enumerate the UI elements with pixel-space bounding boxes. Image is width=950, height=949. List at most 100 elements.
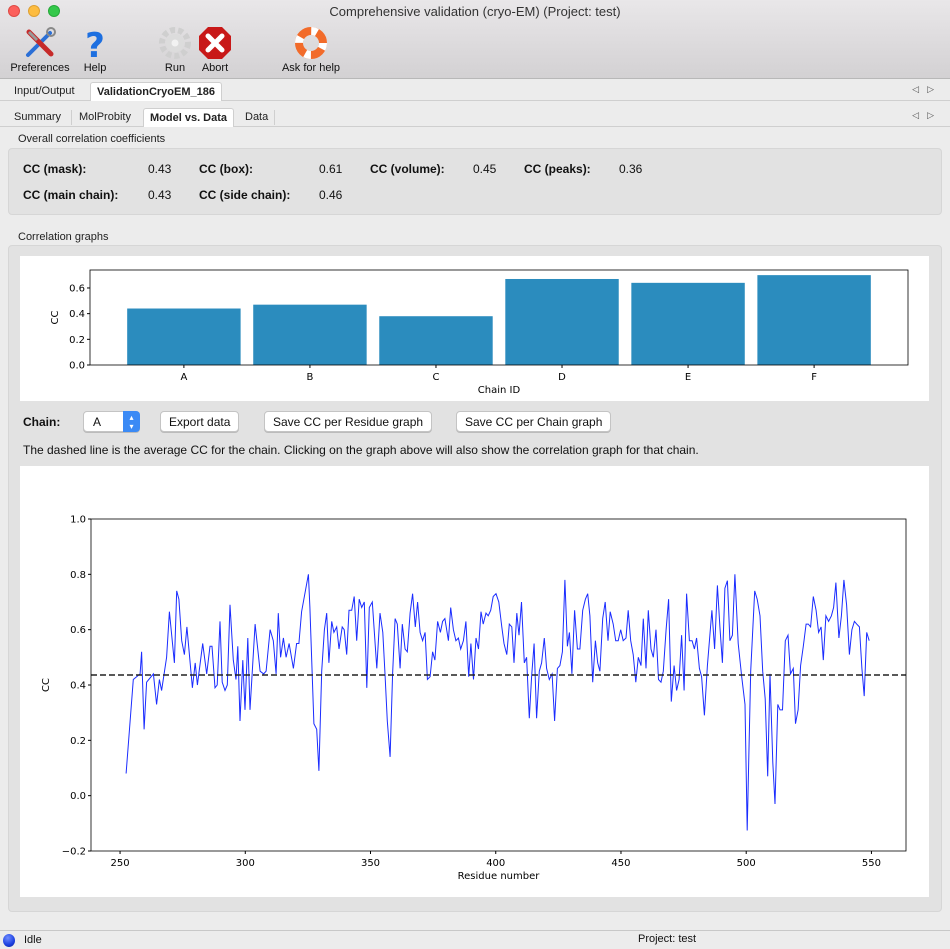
run-button[interactable]: Run — [158, 26, 192, 74]
y-tick-label: 0.0 — [70, 791, 86, 802]
x-tick-label: 400 — [486, 858, 505, 869]
preferences-label: Preferences — [10, 62, 70, 74]
x-tick-label: 250 — [111, 858, 130, 869]
tab-scroll-arrows[interactable]: ◁▷ — [912, 110, 942, 120]
bar-C — [379, 316, 493, 365]
y-tick-label: 1.0 — [70, 515, 86, 526]
help-button[interactable]: ? Help — [78, 26, 112, 74]
cc-side-chain-value: 0.46 — [319, 188, 343, 202]
stop-x-icon — [199, 27, 231, 59]
status-bar: Idle Project: test — [0, 930, 950, 949]
tab-model-vs-data[interactable]: Model vs. Data — [143, 108, 235, 127]
bar-F — [757, 275, 871, 365]
line-chart-svg[interactable]: 250 300 350 400 450 500 550 −0.2 0.0 0.2 0.4 0.6 0.8… — [20, 466, 929, 897]
y-tick-label: −0.2 — [62, 847, 86, 858]
abort-label: Abort — [201, 62, 229, 74]
x-tick-label: A — [180, 372, 187, 383]
x-tick-label: B — [307, 372, 314, 383]
cc-peaks-value: 0.36 — [619, 162, 643, 176]
tools-icon — [26, 27, 56, 57]
inner-tab-bar: Summary MolProbity Model vs. Data Data ◁… — [0, 106, 950, 127]
abort-button[interactable]: Abort — [196, 26, 234, 74]
bar-E — [631, 282, 745, 365]
minimize-window-button[interactable] — [28, 5, 40, 17]
cc-peaks-label: CC (peaks): — [524, 162, 591, 176]
cc-mask-label: CC (mask): — [23, 162, 87, 176]
overall-cc-label: Overall correlation coefficients — [18, 133, 166, 145]
y-axis-label: CC — [50, 311, 61, 325]
y-tick-label: 0.4 — [70, 681, 86, 692]
svg-text:?: ? — [85, 26, 105, 60]
ask-for-help-button[interactable]: Ask for help — [276, 26, 346, 74]
save-cc-per-chain-button[interactable]: Save CC per Chain graph — [456, 411, 612, 432]
cc-per-chain-chart[interactable]: A B C D E F 0.0 0.2 0.4 0.6 Chain ID CC — [20, 256, 929, 401]
x-tick-label: 350 — [361, 858, 380, 869]
help-label: Help — [83, 62, 107, 74]
gear-icon — [159, 27, 191, 59]
export-data-button[interactable]: Export data — [160, 411, 240, 432]
run-label: Run — [164, 62, 186, 74]
x-tick-label: 500 — [737, 858, 756, 869]
x-tick-label: D — [558, 372, 566, 383]
x-tick-label: 550 — [862, 858, 881, 869]
project-status: Project: test — [638, 933, 697, 945]
x-tick-label: 450 — [611, 858, 630, 869]
plot-frame — [90, 518, 907, 852]
y-tick-label: 0.2 — [70, 736, 86, 747]
cc-main-chain-value: 0.43 — [148, 188, 172, 202]
lifebuoy-icon — [295, 27, 327, 59]
preferences-button[interactable]: Preferences — [8, 26, 72, 74]
save-cc-per-residue-button[interactable]: Save CC per Residue graph — [264, 411, 433, 432]
bar-D — [505, 278, 619, 365]
graph-note: The dashed line is the average CC for th… — [23, 443, 699, 457]
bar-B — [253, 304, 367, 365]
x-tick-label: 300 — [236, 858, 255, 869]
cc-per-residue-chart[interactable]: 250 300 350 400 450 500 550 −0.2 0.0 0.2 0.4 0.6 0.8… — [20, 466, 929, 897]
status-indicator-icon — [3, 934, 15, 947]
tab-validation-cryoem[interactable]: ValidationCryoEM_186 — [90, 82, 222, 101]
tab-scroll-arrows[interactable]: ◁▷ — [912, 84, 942, 94]
x-tick-label: E — [685, 372, 691, 383]
chain-label: Chain: — [23, 415, 61, 429]
outer-tab-bar: Input/Output ValidationCryoEM_186 ◁▷ — [0, 80, 950, 101]
cc-side-chain-label: CC (side chain): — [199, 188, 291, 202]
tab-input-output[interactable]: Input/Output — [14, 85, 75, 97]
chevron-updown-icon: ▴ ▾ — [123, 411, 140, 432]
x-axis-label: Chain ID — [478, 385, 521, 396]
y-tick-label: 0.8 — [70, 570, 86, 581]
y-tick-label: 0.6 — [70, 625, 86, 636]
cc-box-label: CC (box): — [199, 162, 253, 176]
question-mark-icon: ? — [85, 26, 105, 60]
y-tick-label: 0.6 — [69, 283, 85, 294]
tab-divider — [274, 110, 275, 125]
cc-mask-value: 0.43 — [148, 162, 172, 176]
x-axis-label: Residue number — [458, 871, 541, 882]
overall-cc-group — [8, 148, 942, 215]
status-text: Idle — [24, 934, 42, 946]
x-tick-label: F — [811, 372, 817, 383]
window-titlebar: Comprehensive validation (cryo-EM) (Proj… — [0, 0, 950, 79]
y-tick-label: 0.4 — [69, 309, 85, 320]
chain-select-value: A — [93, 415, 102, 429]
cc-box-value: 0.61 — [319, 162, 343, 176]
correlation-graphs-label: Correlation graphs — [18, 231, 109, 243]
zoom-window-button[interactable] — [48, 5, 60, 17]
cc-volume-label: CC (volume): — [370, 162, 445, 176]
cc-volume-value: 0.45 — [473, 162, 497, 176]
tab-divider — [71, 110, 72, 125]
bar-chart-svg[interactable]: A B C D E F 0.0 0.2 0.4 0.6 Chain ID CC — [20, 256, 929, 401]
tab-summary[interactable]: Summary — [14, 111, 62, 123]
window-title: Comprehensive validation (cryo-EM) (Proj… — [329, 4, 621, 19]
x-tick-label: C — [432, 372, 439, 383]
ask-for-help-label: Ask for help — [281, 62, 341, 74]
tab-molprobity[interactable]: MolProbity — [79, 111, 131, 123]
cc-main-chain-label: CC (main chain): — [23, 188, 119, 202]
y-axis-label: CC — [41, 678, 52, 692]
tab-data[interactable]: Data — [245, 111, 269, 123]
close-window-button[interactable] — [8, 5, 20, 17]
y-tick-label: 0.2 — [69, 335, 85, 346]
cc-per-residue-line — [125, 574, 870, 831]
y-tick-label: 0.0 — [69, 361, 85, 372]
chain-select[interactable]: A ▴ ▾ — [83, 411, 140, 432]
plot-frame — [89, 269, 909, 366]
